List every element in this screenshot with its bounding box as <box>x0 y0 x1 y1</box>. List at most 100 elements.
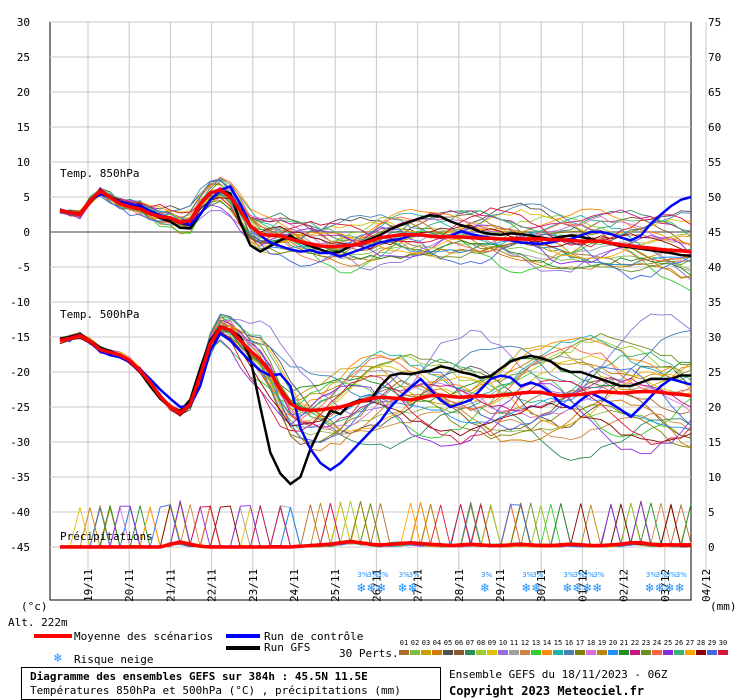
svg-text:❄: ❄ <box>366 581 376 595</box>
pert-number: 07 <box>465 639 475 647</box>
legend-mean-label: Moyenne des scénarios <box>74 630 214 643</box>
svg-text:3%: 3% <box>676 571 687 579</box>
y-tick-right: 15 <box>708 436 721 449</box>
x-tick-date: 03/12 <box>659 569 672 602</box>
snow-risk-marker: 3% ❄ <box>408 571 420 595</box>
y-tick-right: 45 <box>708 226 721 239</box>
x-tick-date: 19/11 <box>82 569 95 602</box>
pert-number: 24 <box>652 639 662 647</box>
control-line-500 <box>59 331 692 472</box>
snow-risk-marker: 3% ❄ <box>398 571 410 595</box>
pert-number: 11 <box>509 639 519 647</box>
x-tick-date: 21/11 <box>164 569 177 602</box>
snow-risk-marker: 3% ❄ <box>645 571 657 595</box>
pert-color-swatch <box>465 650 475 655</box>
altitude-label: Alt. 222m <box>8 616 68 629</box>
snow-risk-marker: 3% ❄ <box>562 571 574 595</box>
y-tick-left: -5 <box>17 261 30 274</box>
pert-color-swatch <box>608 650 618 655</box>
pert-color-swatch <box>652 650 662 655</box>
pert-number: 03 <box>421 639 431 647</box>
svg-text:3%: 3% <box>593 571 604 579</box>
pert-color-swatch <box>542 650 552 655</box>
y-tick-right: 0 <box>708 541 715 554</box>
x-tick-date: 20/11 <box>123 569 136 602</box>
svg-text:❄: ❄ <box>356 581 366 595</box>
snowflake-icon: ❄ <box>54 651 62 666</box>
svg-text:3%: 3% <box>532 571 543 579</box>
snow-risk-marker: 3% ❄ <box>592 571 604 595</box>
svg-text:❄: ❄ <box>572 581 582 595</box>
svg-text:❄: ❄ <box>376 581 386 595</box>
y-axis-left: 30 25 20 15 10 5 0 -5 -10 -15 -20 -25 -30 -35 -40 -45 <box>10 16 30 554</box>
y-tick-left: 20 <box>17 86 30 99</box>
panel-label-precip: Précipitations <box>60 530 153 543</box>
panel-label-t500: Temp. 500hPa <box>60 308 139 321</box>
snow-risk-marker: 3% ❄ <box>655 571 667 595</box>
pert-color-swatch <box>564 650 574 655</box>
pert-number: 30 <box>718 639 728 647</box>
snow-risk-marker: 3% ❄ <box>376 571 388 595</box>
pert-color-swatch <box>674 650 684 655</box>
svg-text:3%: 3% <box>666 571 677 579</box>
pert-number: 20 <box>608 639 618 647</box>
svg-text:❄: ❄ <box>665 581 675 595</box>
y-tick-left: -35 <box>10 471 30 484</box>
copyright-label: Copyright 2023 Meteociel.fr <box>449 684 645 698</box>
x-tick-date: 29/11 <box>494 569 507 602</box>
pert-number: 19 <box>597 639 607 647</box>
pert-number: 10 <box>498 639 508 647</box>
member-line-850 <box>59 177 692 254</box>
pert-number: 06 <box>454 639 464 647</box>
snow-risk-marker: 3% ❄ <box>675 571 687 595</box>
pert-color-swatch <box>718 650 728 655</box>
y-tick-left: 15 <box>17 121 30 134</box>
x-tick-date: 01/12 <box>576 569 589 602</box>
pert-number: 23 <box>641 639 651 647</box>
pert-number: 01 <box>399 639 409 647</box>
svg-text:3%: 3% <box>563 571 574 579</box>
pert-number: 25 <box>663 639 673 647</box>
y-tick-left: 5 <box>23 191 30 204</box>
svg-text:3%: 3% <box>377 571 388 579</box>
x-axis: 19/11 20/11 21/11 22/11 23/11 24/11 25/11 26/11… <box>82 569 713 602</box>
svg-text:3%: 3% <box>583 571 594 579</box>
x-tick-date: 25/11 <box>329 569 342 602</box>
svg-text:3%: 3% <box>481 571 492 579</box>
snow-risk-marker: 3% ❄ <box>531 571 543 595</box>
title-box: Diagramme des ensembles GEFS sur 384h : … <box>21 667 441 700</box>
pert-color-swatch <box>641 650 651 655</box>
y-tick-right: 30 <box>708 331 721 344</box>
y-tick-left: -15 <box>10 331 30 344</box>
ensemble-run-label: Ensemble GEFS du 18/11/2023 - 06Z <box>449 668 668 681</box>
legend-mean-swatch <box>34 634 72 638</box>
left-unit-label: (°c) <box>21 600 48 613</box>
y-tick-right: 20 <box>708 401 721 414</box>
svg-text:❄: ❄ <box>592 581 602 595</box>
pert-number: 21 <box>619 639 629 647</box>
pert-color-swatch <box>575 650 585 655</box>
pert-number: 05 <box>443 639 453 647</box>
pert-number: 22 <box>630 639 640 647</box>
svg-text:3%: 3% <box>656 571 667 579</box>
svg-text:❄: ❄ <box>521 581 531 595</box>
pert-number: 13 <box>531 639 541 647</box>
chart-subtitle: Températures 850hPa et 500hPa (°C) , pré… <box>30 684 401 697</box>
svg-text:3%: 3% <box>399 571 410 579</box>
svg-text:3%: 3% <box>522 571 533 579</box>
pert-color-swatch <box>597 650 607 655</box>
legend-control-label: Run de contrôle <box>264 630 364 643</box>
x-tick-date: 23/11 <box>247 569 260 602</box>
pert-color-swatch <box>619 650 629 655</box>
y-tick-left: -40 <box>10 506 30 519</box>
pert-number: 28 <box>696 639 706 647</box>
pert-number: 04 <box>432 639 442 647</box>
pert-color-swatch <box>487 650 497 655</box>
pert-color-swatch <box>707 650 717 655</box>
x-tick-date: 27/11 <box>412 569 425 602</box>
snow-risk-marker: 3% ❄ <box>582 571 594 595</box>
svg-text:❄: ❄ <box>645 581 655 595</box>
svg-text:❄: ❄ <box>582 581 592 595</box>
svg-text:❄: ❄ <box>675 581 685 595</box>
member-line-850 <box>59 176 692 263</box>
